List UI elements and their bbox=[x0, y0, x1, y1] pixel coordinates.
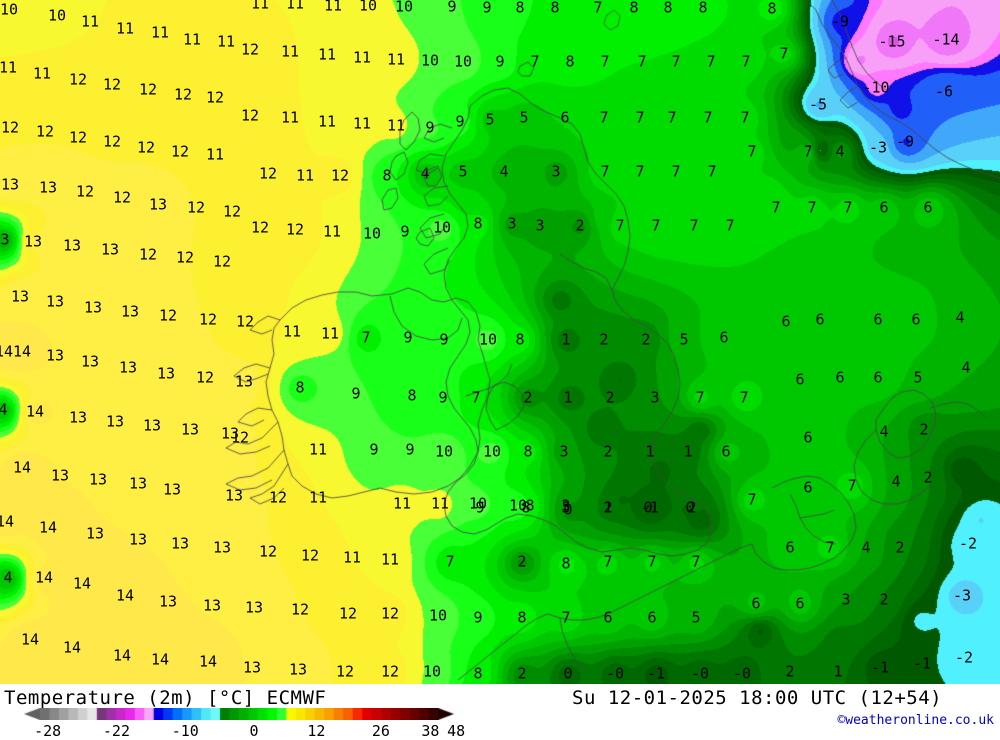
colour-scale-tick: 12 bbox=[307, 722, 326, 740]
copyright-credit: ©weatheronline.co.uk bbox=[837, 713, 994, 728]
temperature-map[interactable]: 10 10 11 11 11 11 11 11 11 11 10 10 9 9 8 8 7 8 8 8 8 11 11 12 1… bbox=[0, 0, 1000, 684]
colour-scale-tick: 0 bbox=[249, 722, 259, 740]
colour-scale-tick: 38 bbox=[421, 722, 440, 740]
colour-scale-canvas bbox=[24, 708, 454, 720]
colour-scale-tick: 26 bbox=[371, 722, 390, 740]
map-footer: Temperature (2m) [°C] ECMWF Su 12-01-202… bbox=[0, 684, 1000, 740]
colour-scale-tick: 48 bbox=[447, 722, 466, 740]
colour-scale-tick: -10 bbox=[171, 722, 199, 740]
forecast-datetime: Su 12-01-2025 18:00 UTC (12+54) bbox=[572, 687, 943, 709]
page-title: Temperature (2m) [°C] ECMWF bbox=[4, 687, 327, 709]
colour-scale-tick: -22 bbox=[102, 722, 130, 740]
colour-scale-tick: -28 bbox=[34, 722, 62, 740]
colour-scale-bar: -28 -22 -10 0 12 26 38 48 bbox=[24, 708, 465, 740]
temperature-field-canvas bbox=[0, 0, 1000, 684]
